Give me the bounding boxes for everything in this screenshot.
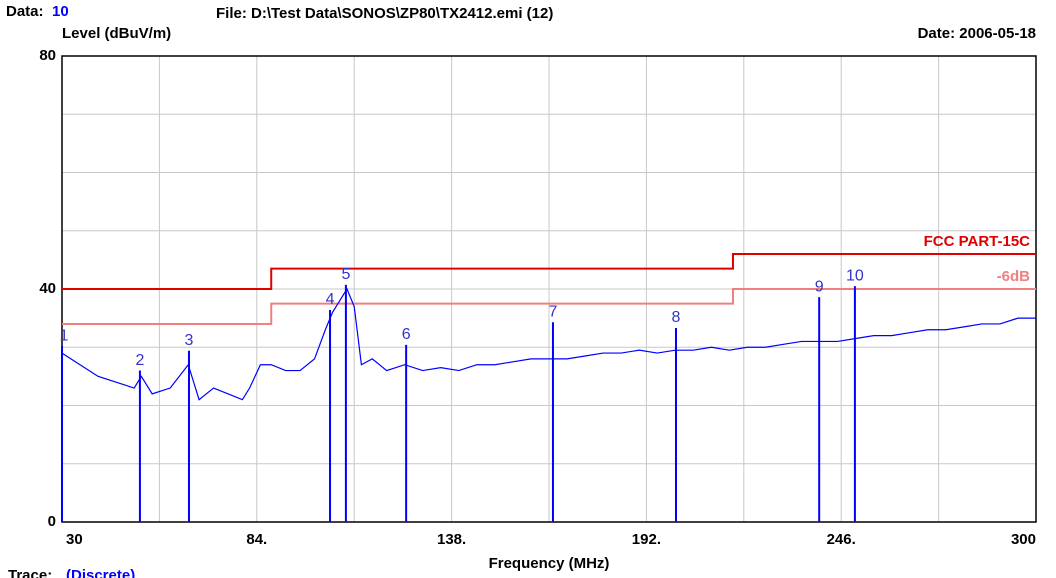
y-tick-label: 0 — [48, 513, 56, 530]
limit-line — [62, 253, 1036, 290]
limit-label: -6dB — [997, 268, 1031, 285]
y-tick-label: 80 — [39, 47, 56, 64]
marker-label: 8 — [672, 309, 681, 326]
trace-label: Trace: — [8, 567, 52, 578]
marker-label: 6 — [402, 326, 411, 343]
data-value: 10 — [52, 3, 69, 20]
x-tick-label: 84. — [246, 531, 267, 548]
marker-label: 10 — [846, 267, 864, 284]
x-tick-label: 30 — [66, 531, 83, 548]
marker-label: 2 — [135, 352, 144, 369]
marker-label: 5 — [341, 266, 350, 283]
marker-label: 4 — [326, 291, 335, 308]
limit-label: FCC PART-15C — [924, 233, 1031, 250]
marker-label: 1 — [60, 327, 69, 344]
data-label: Data: — [6, 3, 44, 20]
marker-label: 3 — [185, 332, 194, 349]
x-tick-label: 300 — [1011, 531, 1036, 548]
date: Date: 2006-05-18 — [918, 25, 1036, 42]
x-tick-label: 192. — [632, 531, 661, 548]
marker-label: 9 — [815, 278, 824, 295]
x-tick-label: 138. — [437, 531, 466, 548]
y-tick-label: 40 — [39, 280, 56, 297]
limit-line — [62, 288, 1036, 325]
x-tick-label: 246. — [827, 531, 856, 548]
file-name: File: D:\Test Data\SONOS\ZP80\TX2412.emi… — [216, 5, 553, 22]
trace-value: (Discrete) — [66, 567, 135, 578]
marker-label: 7 — [549, 303, 558, 320]
trace-line — [61, 287, 1036, 401]
y-axis-label: Level (dBuV/m) — [62, 25, 171, 42]
x-axis-label: Frequency (MHz) — [489, 555, 610, 572]
